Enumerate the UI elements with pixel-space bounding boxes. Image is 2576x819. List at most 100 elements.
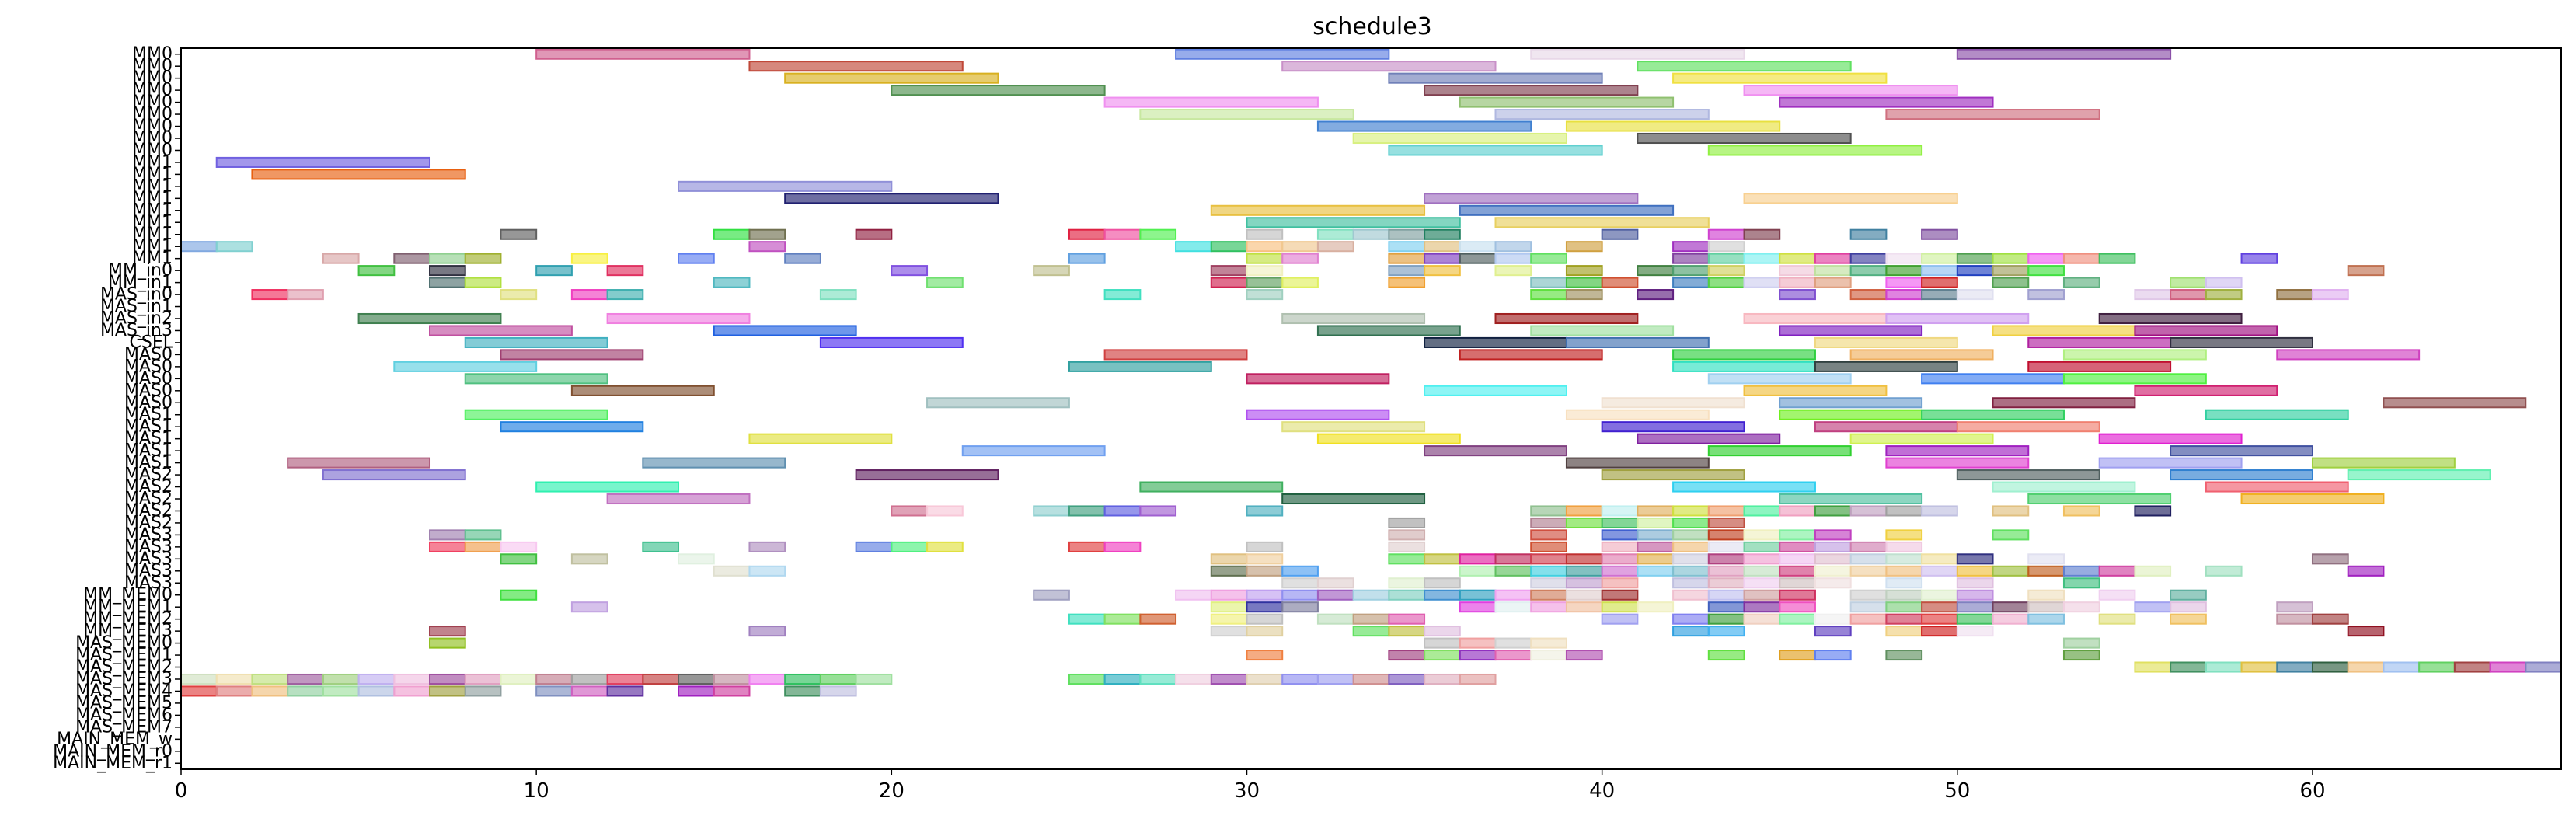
task-bar [1424,385,1567,396]
task-bar [2027,253,2065,264]
task-bar [926,397,1070,409]
task-bar [2205,661,2243,673]
task-bar [1281,421,1426,433]
task-bar [1779,277,1816,288]
task-bar [1246,505,1284,517]
task-bar [251,685,289,697]
task-bar [2276,613,2313,625]
task-bar [1494,312,1639,325]
task-bar [1494,217,1710,228]
task-bar [357,265,396,277]
task-bar [1921,228,1958,240]
task-bar [2134,325,2278,336]
task-bar [1103,541,1142,552]
task-bar [1424,445,1567,457]
task-bar [1992,529,2030,541]
y-tick-label: MAS_MEM0 [75,633,173,653]
task-bar [1565,409,1710,420]
y-tick-label: MAS1 [124,405,173,424]
task-bar [2062,505,2100,517]
y-tick-label: CSEL [130,333,173,352]
task-bar [1601,517,1639,528]
task-bar [1424,85,1639,96]
task-bar [1672,626,1710,637]
task-bar [1743,529,1781,541]
task-bar [713,565,751,577]
task-bar [1565,577,1603,589]
task-bar [251,673,289,685]
task-bar [570,253,608,264]
task-bar [1530,553,1567,565]
task-bar [1530,289,1567,301]
task-bar [1707,241,1745,253]
task-bar [713,673,751,685]
task-bar [464,253,502,264]
y-tick-label: MAS_in3 [100,321,173,340]
y-tick-label: MM0 [132,129,173,148]
task-bar [1779,650,1816,661]
task-bar [1921,277,1958,288]
task-bar [1814,529,1852,541]
task-bar [1814,565,1852,577]
task-bar [2383,661,2421,673]
task-bar [1849,253,1888,264]
task-bar [1849,553,1888,565]
task-bar [819,673,857,685]
task-bar [1743,385,1888,396]
task-bar [1139,228,1177,240]
task-bar [1707,565,1745,577]
task-bar [1849,265,1888,277]
task-bar [500,228,538,240]
task-bar [2134,565,2172,577]
task-bar [748,61,964,72]
y-tick-label: MAS2 [124,477,173,497]
task-bar [1316,577,1354,589]
task-bar [1743,589,1781,601]
task-bar [748,673,786,685]
task-bar [1849,613,1888,625]
task-bar [2205,481,2349,493]
task-bar [1316,433,1461,444]
task-bar [2062,349,2207,361]
task-bar [1565,650,1603,661]
task-bar [1424,650,1461,661]
task-bar [1849,589,1888,601]
task-bar [1992,601,2030,613]
task-bar [1068,253,1106,264]
task-bar [2027,565,2065,577]
task-bar [1956,565,1994,577]
task-bar [1921,589,1958,601]
task-bar [1388,517,1426,528]
task-bar [251,289,289,301]
task-bar [1885,253,1923,264]
task-bar [1388,650,1426,661]
task-bar [2062,373,2207,385]
task-bar [1707,373,1852,385]
task-bar [1246,613,1284,625]
task-bar [855,228,893,240]
task-bar [1672,529,1710,541]
task-bar [2311,661,2349,673]
task-bar [429,637,466,649]
x-tick-label: 0 [175,779,188,803]
task-bar [1388,553,1426,565]
task-bar [1316,325,1461,336]
task-bar [429,626,466,637]
task-bar [1033,589,1070,601]
task-bar [1103,673,1142,685]
task-bar [1814,421,1958,433]
y-tick-label: MM0 [132,81,173,100]
task-bar [1494,109,1710,120]
y-tick-label: MAS_in0 [100,285,173,305]
task-bar [1814,265,1852,277]
task-bar [1779,253,1816,264]
y-tick-label: MM_in0 [108,261,173,281]
task-bar [464,541,502,552]
task-bar [1388,541,1426,552]
y-tick-label: MAS0 [124,381,173,400]
task-bar [1068,673,1106,685]
task-bar [429,685,466,697]
task-bar [2205,565,2243,577]
task-bar [2311,457,2456,469]
task-bar [1103,505,1142,517]
